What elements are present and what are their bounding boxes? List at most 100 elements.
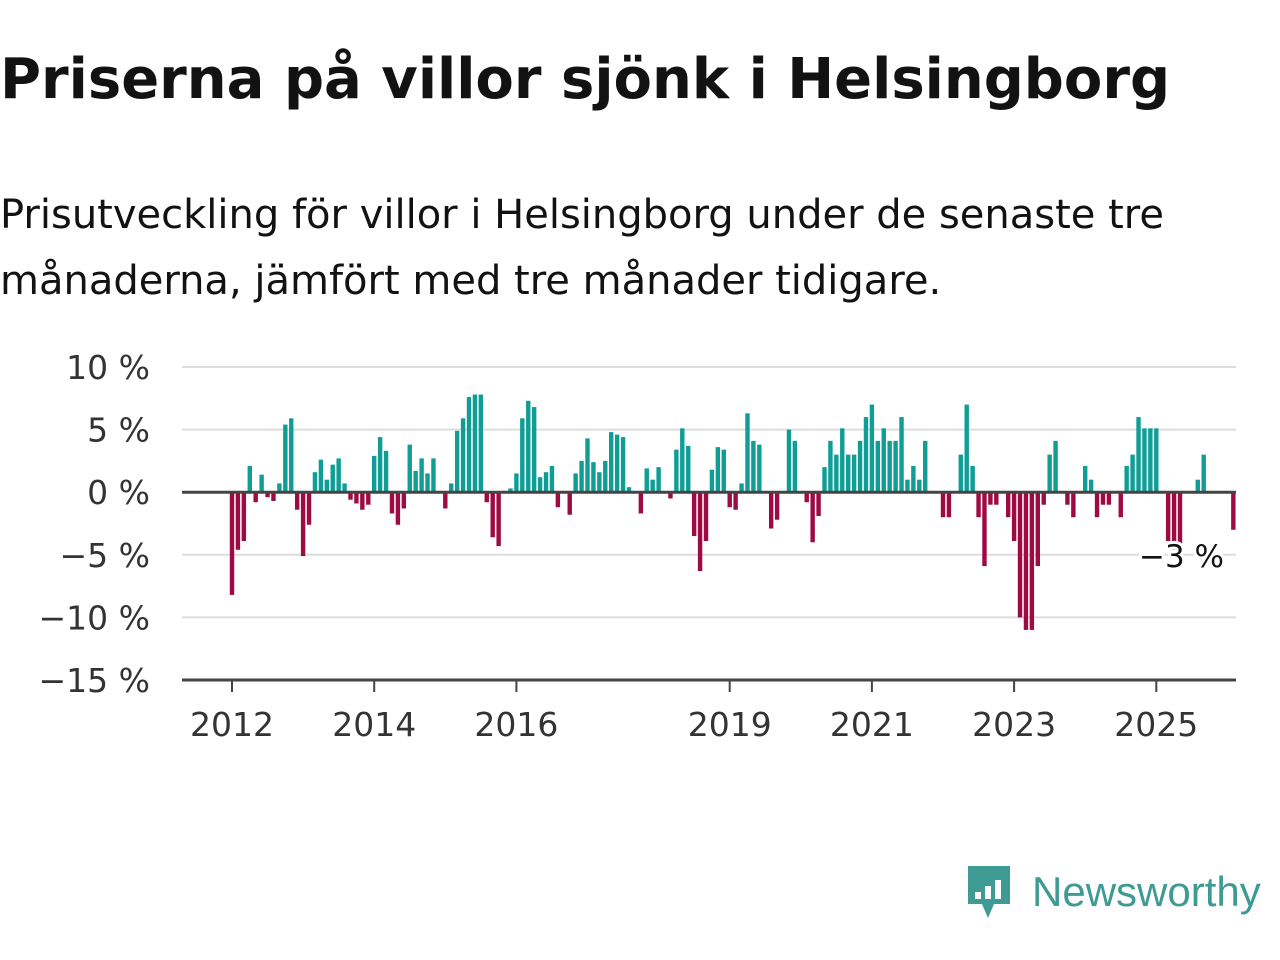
bar — [289, 418, 294, 493]
bar — [715, 447, 721, 493]
bar — [277, 483, 282, 493]
bar — [917, 479, 922, 493]
bar — [312, 472, 318, 493]
bar — [283, 424, 288, 493]
bar — [443, 492, 448, 509]
bar — [982, 492, 987, 567]
x-tick-label: 2016 — [474, 705, 558, 744]
bar — [389, 492, 395, 514]
bar — [697, 492, 703, 572]
bar — [265, 492, 270, 498]
bar — [241, 492, 247, 542]
bar — [1094, 492, 1100, 518]
bar — [1154, 428, 1159, 493]
bar — [508, 488, 513, 493]
bar — [306, 492, 312, 525]
bar — [555, 492, 561, 508]
x-axis-ticks: 2012 2014 2016 2019 2021 2023 2025 — [190, 680, 1198, 744]
bar — [816, 492, 821, 516]
bar — [496, 492, 501, 547]
x-tick-label: 2021 — [830, 705, 914, 744]
bar — [614, 434, 620, 493]
bar — [804, 492, 809, 503]
bar — [1100, 492, 1106, 505]
bar — [899, 417, 904, 493]
bar — [834, 454, 839, 493]
bar — [964, 404, 969, 493]
x-tick-label: 2025 — [1114, 705, 1198, 744]
bar — [857, 440, 863, 493]
bar — [751, 440, 756, 493]
bar — [603, 460, 608, 493]
bar — [360, 492, 365, 510]
bar — [1071, 492, 1076, 518]
bar — [946, 492, 952, 518]
bar — [727, 492, 732, 508]
bar — [656, 467, 661, 493]
bar — [1029, 492, 1035, 630]
bar — [271, 492, 276, 501]
chart-subtitle: Prisutveckling för villor i Helsingborg … — [0, 192, 1164, 304]
bar — [846, 454, 851, 493]
bar — [786, 429, 792, 493]
bar — [579, 460, 584, 493]
bar — [413, 470, 418, 493]
bar — [733, 492, 738, 510]
bar — [1177, 492, 1183, 550]
bar — [703, 492, 709, 542]
bar — [514, 473, 519, 493]
bar — [905, 479, 910, 493]
bar — [454, 430, 460, 493]
bar — [1231, 492, 1236, 530]
bar — [591, 462, 596, 493]
bar — [1165, 492, 1171, 542]
bar — [526, 400, 531, 493]
bar — [970, 465, 975, 493]
bar — [745, 413, 750, 493]
chart-title: Priserna på villor sjönk i Helsingborg — [0, 47, 1171, 112]
bar — [1195, 479, 1200, 493]
bar — [366, 492, 371, 505]
last-value-label: −3 % — [1139, 539, 1224, 575]
bar — [739, 483, 744, 493]
bar — [1171, 492, 1177, 550]
bar — [449, 483, 454, 493]
bar — [1106, 492, 1112, 505]
bar — [638, 492, 644, 514]
bar — [1065, 492, 1070, 505]
x-tick-label: 2019 — [688, 705, 772, 744]
bar — [686, 445, 691, 493]
bar — [259, 474, 264, 493]
bar — [372, 455, 377, 493]
bar — [1041, 492, 1046, 505]
bar — [425, 473, 430, 493]
bar — [466, 397, 472, 493]
bar — [537, 477, 543, 493]
bar — [247, 465, 252, 493]
bar — [994, 492, 999, 505]
bar — [407, 444, 412, 493]
bar — [875, 440, 881, 493]
bar — [549, 465, 555, 493]
y-tick-label: 10 % — [66, 348, 150, 387]
bar — [1148, 428, 1153, 493]
bar — [851, 454, 857, 493]
bar — [419, 458, 424, 493]
bar — [1035, 492, 1040, 567]
bar — [377, 437, 383, 493]
bar — [691, 492, 697, 537]
bar — [300, 492, 306, 557]
bar — [318, 459, 324, 493]
bar — [887, 440, 892, 493]
x-tick-label: 2012 — [190, 705, 274, 744]
bar — [1136, 417, 1141, 493]
bar — [1005, 492, 1011, 518]
bar — [348, 492, 353, 500]
bar — [976, 492, 981, 518]
bar — [478, 394, 484, 493]
bar — [395, 492, 401, 525]
bar — [1201, 454, 1206, 493]
bar — [354, 492, 359, 504]
y-tick-label: 5 % — [87, 411, 150, 450]
bar — [626, 487, 632, 493]
